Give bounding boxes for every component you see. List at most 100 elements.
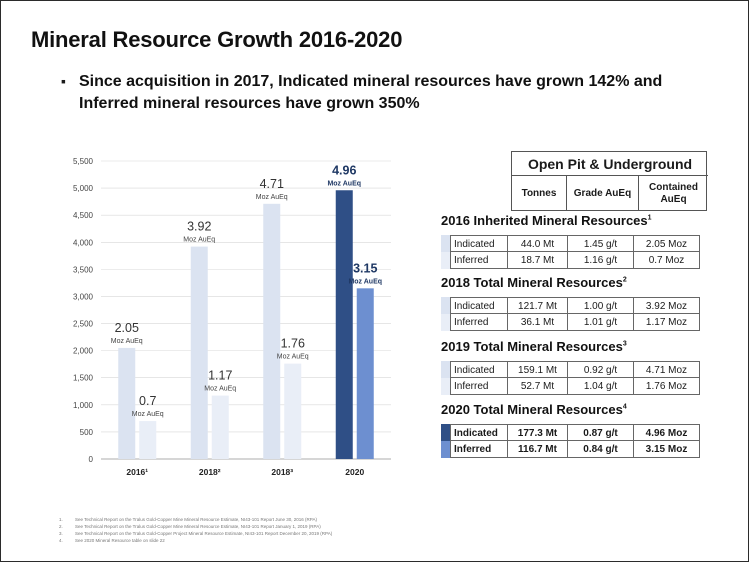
cell-grade: 1.04 g/t — [568, 378, 634, 395]
footnote-ref: 4 — [622, 403, 627, 411]
cell-contained: 3.92 Moz — [634, 297, 700, 314]
section-title: 2019 Total Mineral Resources3 — [441, 339, 627, 354]
bar — [284, 363, 302, 459]
footnote: 4. See 2020 Mineral Resource table on sli… — [59, 537, 332, 544]
footnote-number: 4. — [59, 538, 63, 543]
cell-contained: 0.7 Moz — [634, 252, 700, 269]
bar — [190, 246, 208, 459]
bar — [263, 203, 281, 459]
footnotes: 1. See Technical Report on the Tralus Gol… — [59, 516, 332, 544]
y-tick-label: 3,000 — [73, 292, 94, 301]
cell-label: Indicated — [450, 235, 508, 252]
section-title-text: 2020 Total Mineral Resources — [441, 402, 623, 417]
data-label: 2.05 — [115, 321, 139, 335]
bullet-text: Since acquisition in 2017, Indicated min… — [79, 73, 663, 112]
table-header: Open Pit & Underground Tonnes Grade AuEq… — [511, 151, 708, 211]
page-title: Mineral Resource Growth 2016-2020 — [31, 27, 403, 52]
y-tick-label: 0 — [89, 455, 94, 464]
table-row: Indicated 177.3 Mt 0.87 g/t 4.96 Moz — [441, 424, 711, 441]
cell-contained: 4.71 Moz — [634, 361, 700, 378]
bar — [118, 347, 136, 459]
footnote-ref: 1 — [647, 214, 652, 222]
x-category-label: 2016¹ — [126, 467, 148, 477]
y-tick-label: 5,000 — [73, 184, 94, 193]
footnote-ref: 2 — [622, 276, 627, 284]
cell-label: Inferred — [450, 441, 508, 458]
footnote: 3. See Technical Report on the Tralus Gol… — [59, 530, 332, 537]
cell-tonnes: 44.0 Mt — [508, 235, 568, 252]
cell-label: Indicated — [450, 424, 508, 441]
column-header-contained: Contained AuEq — [638, 176, 708, 211]
cell-grade: 0.92 g/t — [568, 361, 634, 378]
table-header-title: Open Pit & Underground — [512, 152, 708, 176]
data-label: 0.7 — [139, 394, 156, 408]
data-unit-label: Moz AuEq — [132, 411, 164, 418]
cell-tonnes: 18.7 Mt — [508, 252, 568, 269]
table-row: Indicated 121.7 Mt 1.00 g/t 3.92 Moz — [441, 297, 711, 314]
section-title: 2016 Inherited Mineral Resources1 — [441, 213, 652, 228]
cell-label: Inferred — [450, 314, 508, 331]
cell-tonnes: 121.7 Mt — [508, 297, 568, 314]
row-swatch — [441, 424, 450, 441]
data-unit-label: Moz AuEq — [348, 278, 382, 285]
footnote-ref: 3 — [622, 340, 627, 348]
data-unit-label: Moz AuEq — [204, 386, 236, 393]
section-title-text: 2019 Total Mineral Resources — [441, 339, 623, 354]
data-label: 1.76 — [281, 337, 305, 351]
cell-grade: 1.00 g/t — [568, 297, 634, 314]
footnote-text: See 2020 Mineral Resource table on slide… — [75, 538, 165, 543]
cell-tonnes: 159.1 Mt — [508, 361, 568, 378]
row-swatch — [441, 235, 450, 252]
data-unit-label: Moz AuEq — [256, 194, 288, 201]
row-swatch — [441, 378, 450, 395]
bar — [139, 421, 157, 459]
footnote-number: 3. — [59, 531, 63, 536]
cell-tonnes: 36.1 Mt — [508, 314, 568, 331]
y-tick-label: 1,500 — [73, 374, 94, 383]
column-header-tonnes: Tonnes — [521, 187, 557, 199]
cell-grade: 1.45 g/t — [568, 235, 634, 252]
bullet-marker: ▪ — [61, 73, 66, 89]
y-tick-label: 500 — [80, 428, 94, 437]
footnote-number: 1. — [59, 517, 63, 522]
data-label: 3.92 — [187, 220, 211, 234]
footnote: 1. See Technical Report on the Tralus Gol… — [59, 516, 332, 523]
y-tick-label: 4,000 — [73, 238, 94, 247]
data-label: 4.96 — [332, 163, 356, 177]
cell-label: Indicated — [450, 297, 508, 314]
row-swatch — [441, 297, 450, 314]
table-row: Inferred 116.7 Mt 0.84 g/t 3.15 Moz — [441, 441, 711, 458]
table-row: Inferred 52.7 Mt 1.04 g/t 1.76 Moz — [441, 378, 711, 395]
footnote-number: 2. — [59, 524, 63, 529]
footnote-text: See Technical Report on the Tralus Gold-… — [75, 531, 333, 536]
cell-label: Indicated — [450, 361, 508, 378]
data-label: 4.71 — [260, 177, 284, 191]
section-title: 2018 Total Mineral Resources2 — [441, 275, 627, 290]
row-swatch — [441, 252, 450, 269]
cell-tonnes: 52.7 Mt — [508, 378, 568, 395]
cell-grade: 0.84 g/t — [568, 441, 634, 458]
data-label: 1.17 — [208, 369, 232, 383]
y-tick-label: 1,000 — [73, 401, 94, 410]
x-category-label: 2018² — [199, 467, 221, 477]
cell-contained: 2.05 Moz — [634, 235, 700, 252]
y-tick-label: 2,000 — [73, 347, 94, 356]
cell-tonnes: 177.3 Mt — [508, 424, 568, 441]
cell-grade: 1.01 g/t — [568, 314, 634, 331]
row-swatch — [441, 361, 450, 378]
y-tick-label: 5,500 — [73, 157, 94, 166]
cell-label: Inferred — [450, 252, 508, 269]
cell-contained: 1.17 Moz — [634, 314, 700, 331]
column-header-grade: Grade AuEq — [566, 176, 638, 211]
table-row: Inferred 18.7 Mt 1.16 g/t 0.7 Moz — [441, 252, 711, 269]
table-row: Indicated 159.1 Mt 0.92 g/t 4.71 Moz — [441, 361, 711, 378]
data-unit-label: Moz AuEq — [183, 237, 215, 244]
cell-contained: 1.76 Moz — [634, 378, 700, 395]
bar — [335, 190, 353, 459]
data-label: 3.15 — [353, 261, 377, 275]
cell-tonnes: 116.7 Mt — [508, 441, 568, 458]
table-row: Inferred 36.1 Mt 1.01 g/t 1.17 Moz — [441, 314, 711, 331]
x-category-label: 2020 — [345, 467, 364, 477]
table-row: Indicated 44.0 Mt 1.45 g/t 2.05 Moz — [441, 235, 711, 252]
